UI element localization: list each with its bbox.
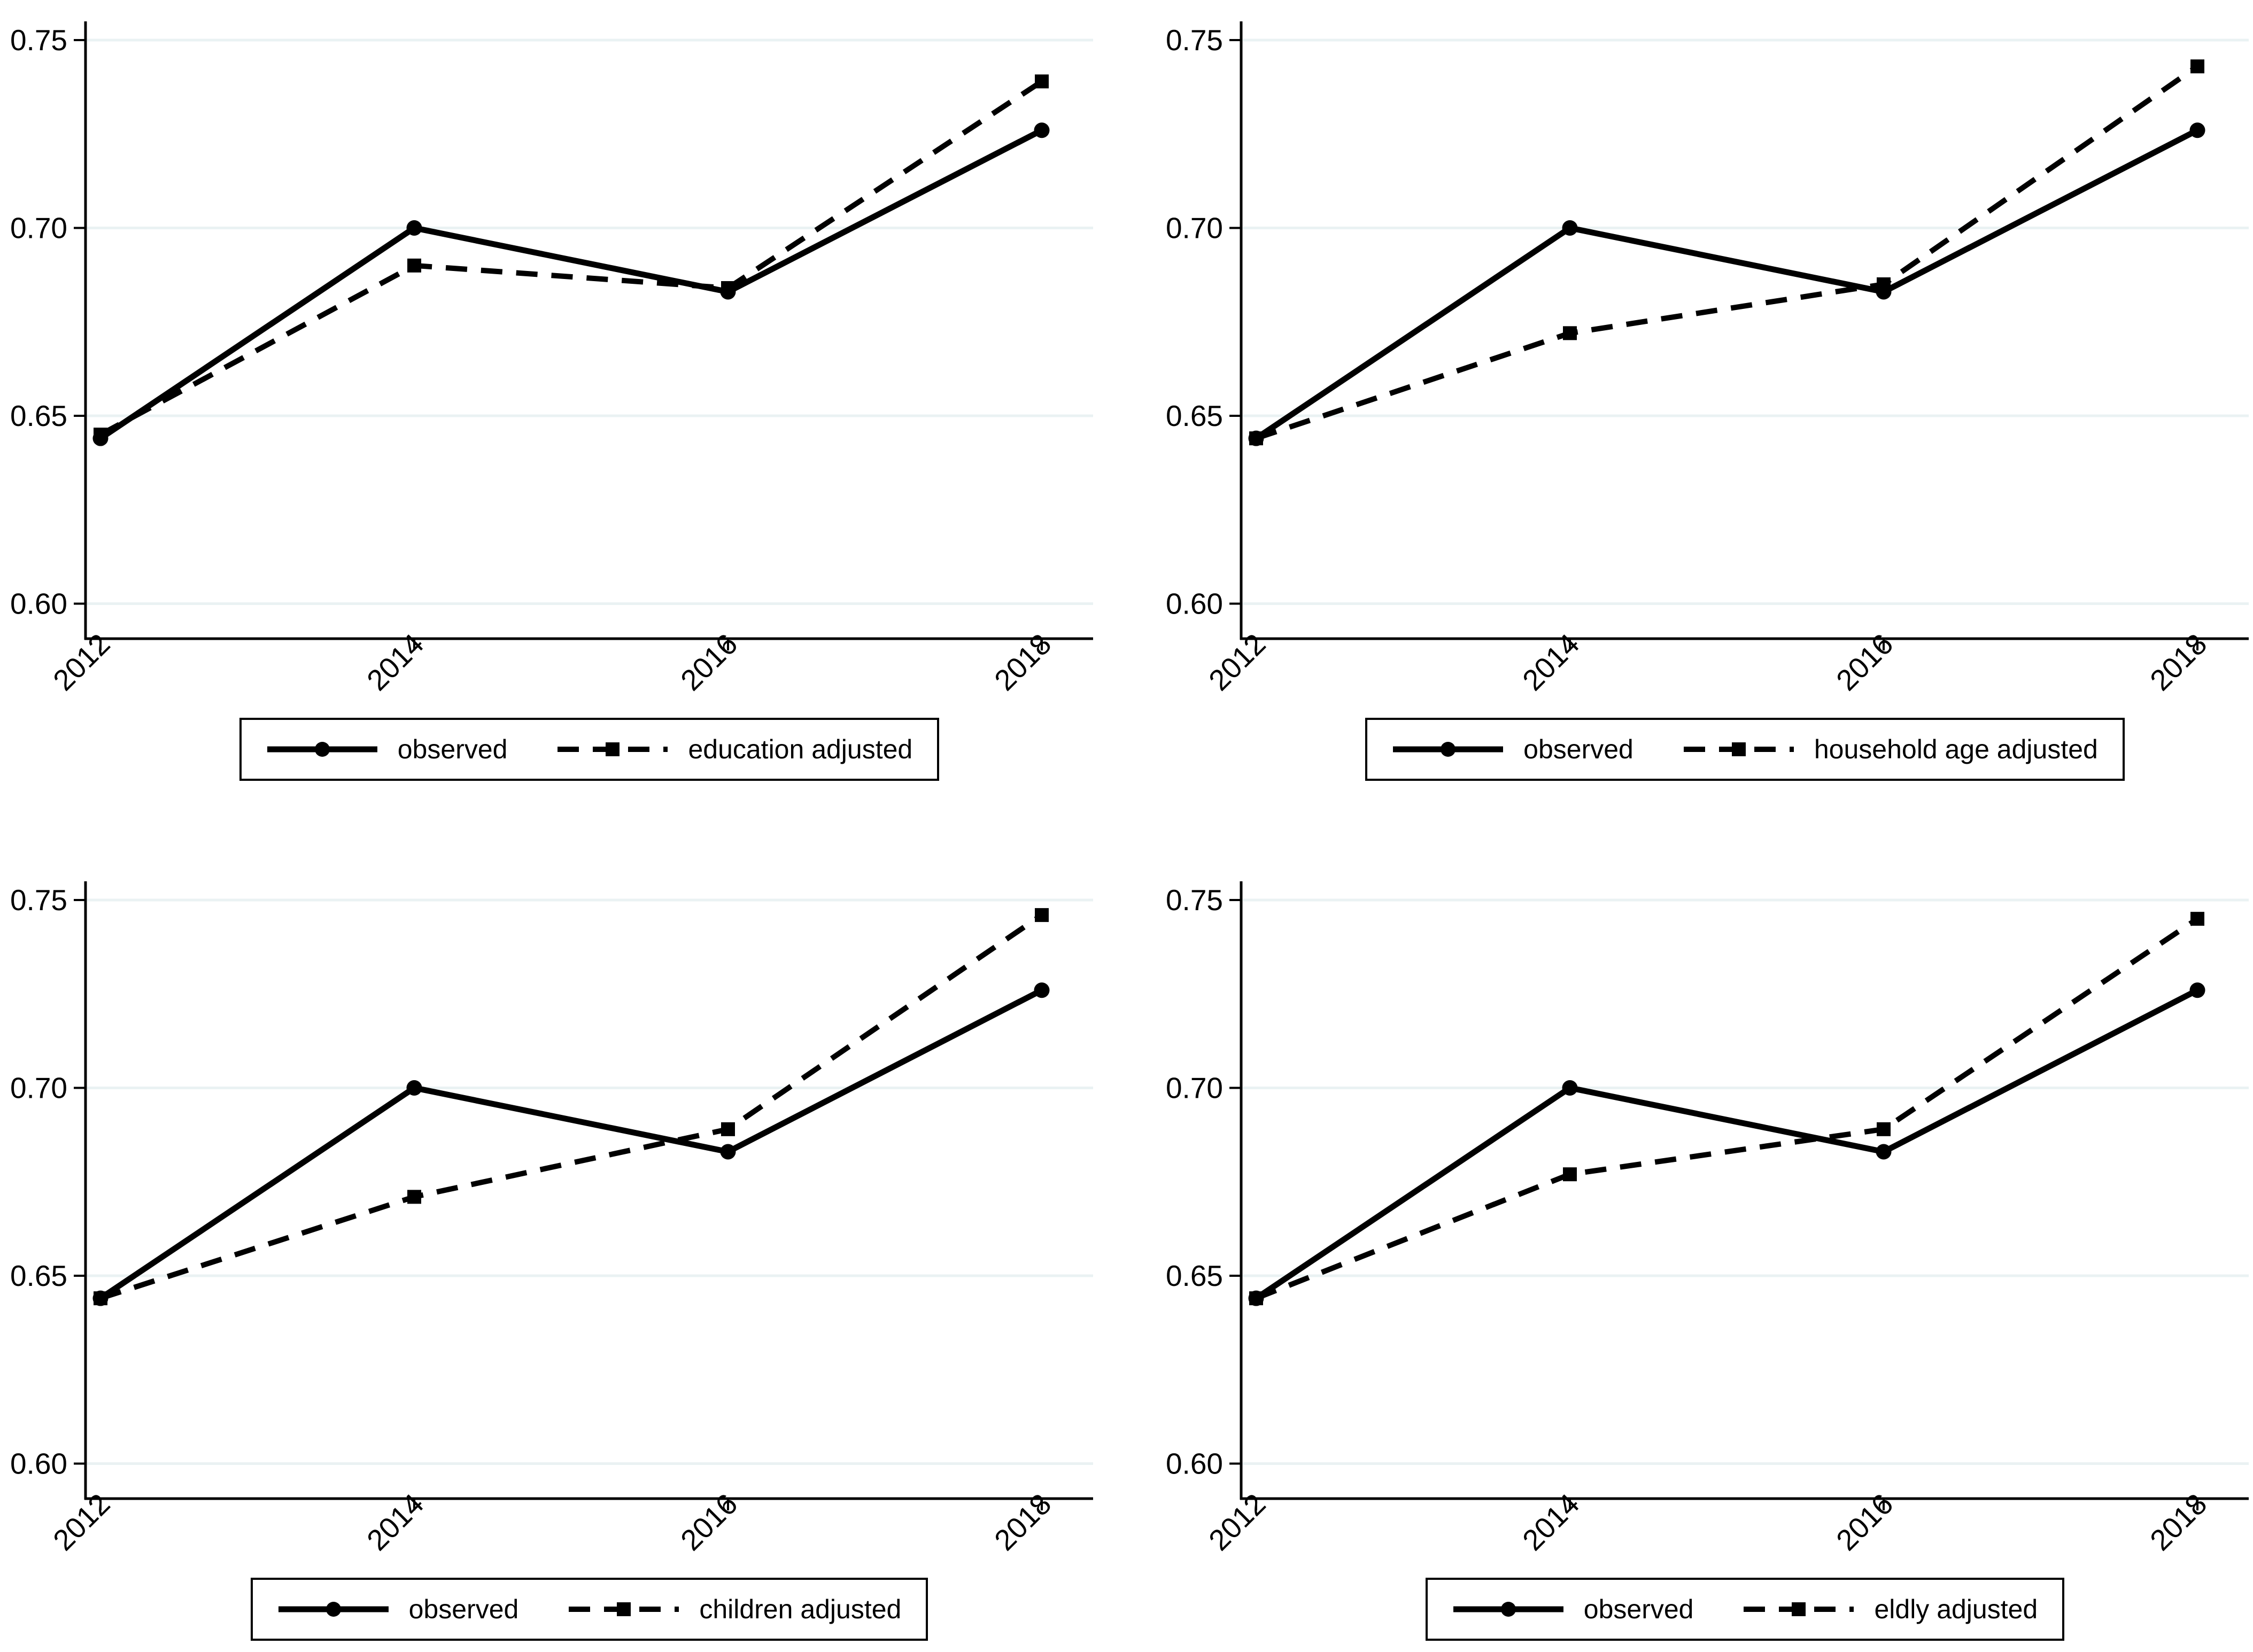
circle-marker-icon (1441, 742, 1456, 757)
legend: observed eldly adjusted (1241, 1578, 2249, 1641)
legend-observed-sample-line (1453, 1602, 1563, 1617)
square-marker (721, 1122, 735, 1136)
legend-label-observed: observed (1523, 734, 1633, 764)
square-marker-icon (617, 1602, 631, 1616)
square-marker (1563, 1167, 1577, 1182)
square-marker (407, 1190, 421, 1204)
square-marker-icon (1731, 742, 1746, 756)
legend-label-adjusted: eldly adjusted (1874, 1594, 2038, 1624)
legend-item-observed: observed (266, 734, 508, 765)
square-marker (94, 428, 107, 442)
y-tick-label: 0.65 (10, 1259, 67, 1292)
panel-household-age-adjusted: 0.60 0.65 0.70 0.75 2012 2014 2016 2018 observe… (1126, 0, 2253, 826)
legend-item-adjusted: eldly adjusted (1743, 1594, 2038, 1625)
legend-label-observed: observed (397, 734, 508, 764)
square-marker (2190, 59, 2204, 74)
square-marker (1249, 1291, 1263, 1306)
square-marker (1035, 74, 1049, 89)
y-tick-label: 0.75 (1166, 883, 1223, 917)
legend-label-adjusted: children adjusted (699, 1594, 902, 1624)
legend-box: observed eldly adjusted (1425, 1578, 2065, 1641)
legend-box: observed children adjusted (250, 1578, 928, 1641)
panel-education-adjusted: 0.60 0.65 0.70 0.75 2012 2014 2016 2018 observe… (0, 0, 1126, 826)
circle-marker (1876, 1144, 1892, 1160)
y-tick-label: 0.60 (1166, 1447, 1223, 1480)
series-adjusted-line (1255, 916, 2199, 1301)
square-marker (721, 281, 735, 295)
square-marker (1035, 908, 1049, 922)
legend: observed household age adjusted (1241, 718, 2249, 781)
circle-marker (1034, 982, 1050, 998)
legend-adjusted-sample-line (558, 742, 668, 756)
y-tick-label: 0.70 (10, 1072, 67, 1105)
circle-marker (1562, 1080, 1578, 1096)
legend-label-adjusted: household age adjusted (1814, 734, 2098, 764)
y-tick-label: 0.70 (1166, 1072, 1223, 1105)
legend-adjusted-sample-line (1683, 742, 1794, 756)
series-adjusted-line (99, 912, 1043, 1301)
legend-item-observed: observed (1392, 734, 1633, 765)
square-marker (1877, 1122, 1891, 1136)
legend-observed-sample-line (267, 742, 377, 757)
series-adjusted-line (99, 79, 1043, 437)
series-observed-line (98, 987, 1043, 1301)
series-adjusted-line (1255, 64, 2199, 441)
series-observed-line (1254, 127, 2199, 441)
circle-marker (406, 220, 422, 236)
square-marker-icon (1792, 1602, 1806, 1616)
panel-eldly-adjusted: 0.60 0.65 0.70 0.75 2012 2014 2016 2018 observe… (1126, 826, 2253, 1652)
legend-label-observed: observed (408, 1594, 519, 1624)
square-marker (2190, 912, 2204, 926)
y-tick-label: 0.70 (1166, 212, 1223, 245)
legend-label-observed: observed (1583, 1594, 1694, 1624)
circle-marker-icon (326, 1602, 341, 1617)
legend-item-observed: observed (277, 1594, 519, 1625)
circle-marker (1034, 122, 1050, 138)
circle-marker (1562, 220, 1578, 236)
series-observed-line (98, 127, 1043, 441)
circle-marker (2189, 982, 2205, 998)
circle-marker-icon (1500, 1602, 1516, 1617)
y-tick-label: 0.75 (10, 24, 67, 57)
square-marker (94, 1291, 107, 1306)
square-marker-icon (606, 742, 620, 756)
legend-observed-sample-line (1393, 742, 1504, 757)
y-tick-label: 0.65 (1166, 1259, 1223, 1292)
legend-box: observed education adjusted (239, 718, 940, 781)
legend-box: observed household age adjusted (1365, 718, 2125, 781)
square-marker (1249, 431, 1263, 446)
y-tick-label: 0.65 (10, 399, 67, 432)
y-tick-label: 0.75 (10, 883, 67, 917)
y-tick-label: 0.60 (10, 1447, 67, 1480)
legend-observed-sample-line (278, 1602, 389, 1617)
square-marker (407, 258, 421, 273)
y-tick-label: 0.65 (1166, 399, 1223, 432)
circle-marker (2189, 122, 2205, 138)
legend-item-adjusted: education adjusted (556, 734, 912, 765)
legend-item-observed: observed (1452, 1594, 1694, 1625)
legend-label-adjusted: education adjusted (688, 734, 913, 764)
legend-adjusted-sample-line (569, 1602, 679, 1616)
series-observed-line (1254, 987, 2199, 1301)
legend: observed children adjusted (86, 1578, 1093, 1641)
y-tick-label: 0.60 (10, 587, 67, 621)
legend-item-adjusted: children adjusted (568, 1594, 901, 1625)
y-tick-label: 0.75 (1166, 24, 1223, 57)
circle-marker (720, 1144, 736, 1160)
y-tick-label: 0.60 (1166, 587, 1223, 621)
square-marker (1877, 277, 1891, 291)
square-marker (1563, 326, 1577, 340)
y-tick-label: 0.70 (10, 212, 67, 245)
legend-item-adjusted: household age adjusted (1683, 734, 2098, 765)
circle-marker-icon (314, 742, 330, 757)
legend: observed education adjusted (86, 718, 1093, 781)
legend-adjusted-sample-line (1744, 1602, 1854, 1616)
circle-marker (406, 1080, 422, 1096)
panel-children-adjusted: 0.60 0.65 0.70 0.75 2012 2014 2016 2018 observe… (0, 826, 1126, 1652)
